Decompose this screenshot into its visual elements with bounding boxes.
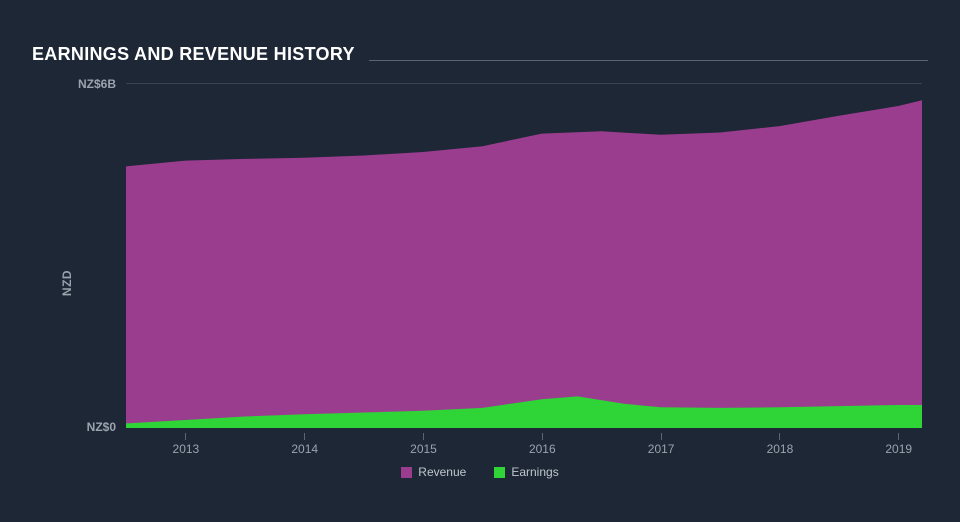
title-row: EARNINGS AND REVENUE HISTORY: [32, 44, 928, 65]
y-label-min: NZ$0: [87, 420, 116, 434]
x-tick-2016: 2016: [542, 433, 543, 440]
tick-mark: [898, 433, 899, 440]
tick-label: 2013: [173, 442, 200, 456]
x-tick-2017: 2017: [661, 433, 662, 440]
legend-label: Earnings: [511, 465, 558, 479]
tick-mark: [185, 433, 186, 440]
chart-container: EARNINGS AND REVENUE HISTORY NZD NZ$6B N…: [0, 0, 960, 522]
tick-label: 2017: [648, 442, 675, 456]
area-svg: [126, 83, 922, 428]
x-axis-ticks: 2013 2014 2015 2016 2017 2018 2019: [126, 433, 922, 453]
tick-mark: [542, 433, 543, 440]
tick-mark: [304, 433, 305, 440]
x-tick-2014: 2014: [304, 433, 305, 440]
title-underline: [369, 60, 928, 61]
x-tick-2015: 2015: [423, 433, 424, 440]
tick-label: 2019: [885, 442, 912, 456]
plot-area: [126, 83, 922, 428]
legend-swatch: [401, 467, 412, 478]
tick-label: 2015: [410, 442, 437, 456]
series-revenue: [126, 100, 922, 428]
legend-swatch: [494, 467, 505, 478]
tick-mark: [661, 433, 662, 440]
chart-title: EARNINGS AND REVENUE HISTORY: [32, 44, 355, 65]
legend-item-revenue: Revenue: [401, 465, 466, 479]
y-label-max: NZ$6B: [78, 77, 116, 91]
legend-item-earnings: Earnings: [494, 465, 558, 479]
tick-mark: [423, 433, 424, 440]
tick-mark: [779, 433, 780, 440]
y-axis-labels: NZ$6B NZ$0: [32, 83, 122, 428]
x-tick-2019: 2019: [898, 433, 899, 440]
x-tick-2018: 2018: [779, 433, 780, 440]
tick-label: 2014: [291, 442, 318, 456]
legend: Revenue Earnings: [32, 465, 928, 479]
legend-label: Revenue: [418, 465, 466, 479]
chart-wrap: NZD NZ$6B NZ$0 2013201420152016201720182…: [32, 83, 928, 483]
tick-label: 2018: [767, 442, 794, 456]
tick-label: 2016: [529, 442, 556, 456]
x-tick-2013: 2013: [185, 433, 186, 440]
